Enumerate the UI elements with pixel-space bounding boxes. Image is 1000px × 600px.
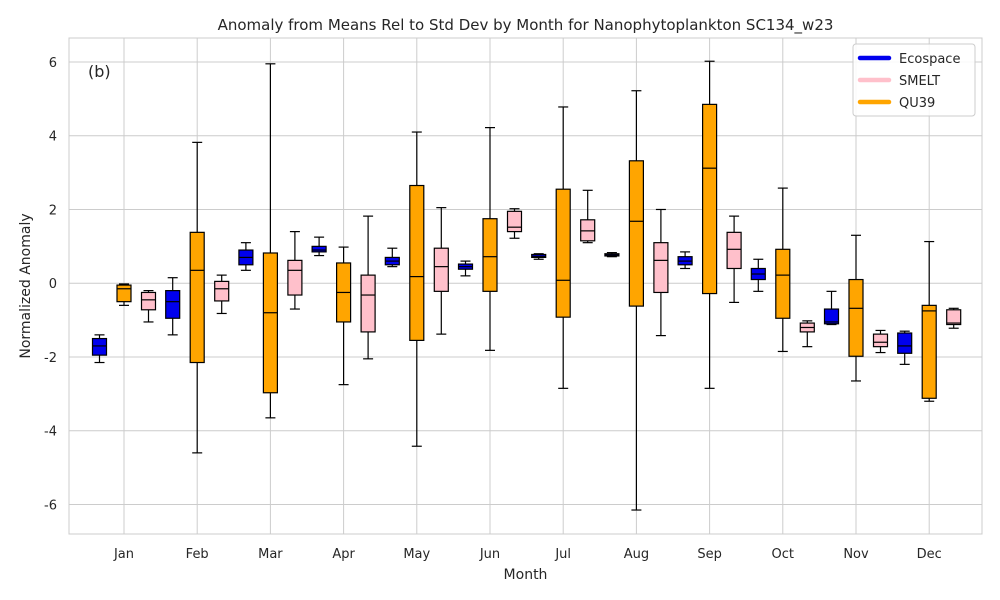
grid (69, 38, 982, 534)
box-smelt-jun (506, 208, 523, 239)
iqr-box (555, 188, 571, 318)
box-smelt-jul (580, 189, 596, 244)
x-tick-label: Oct (772, 547, 794, 562)
box-smelt-sep (726, 215, 742, 304)
iqr-box (262, 252, 278, 394)
iqr-box (165, 290, 181, 319)
legend-label-qu39: QU39 (899, 96, 935, 111)
box-ecospace-nov (823, 290, 840, 326)
box-qu39-may (409, 131, 425, 447)
ticks: -6 -4 -2 0 2 4 6 Jan Feb Mar Apr May Jun Jul Aug Sep Oct… (44, 56, 942, 562)
iqr-box (921, 304, 937, 399)
box-qu39-mar (262, 63, 278, 419)
x-tick-label: Nov (843, 547, 869, 562)
iqr-box (506, 210, 523, 233)
box-ecospace-jan (91, 334, 108, 364)
iqr-box (848, 278, 864, 357)
box-smelt-nov (872, 329, 889, 354)
iqr-box (897, 332, 913, 354)
boxes (91, 60, 962, 511)
box-smelt-may (433, 207, 449, 335)
box-qu39-sep (701, 60, 718, 389)
box-ecospace-jun (457, 260, 474, 277)
iqr-box (287, 259, 303, 296)
box-smelt-apr (360, 215, 376, 360)
iqr-box (360, 274, 376, 333)
legend: Ecospace SMELT QU39 (852, 43, 976, 117)
x-tick-label: Dec (917, 547, 942, 562)
box-qu39-nov (848, 234, 864, 382)
x-tick-label: Jul (554, 547, 571, 562)
y-tick-label: -2 (44, 351, 57, 366)
iqr-box (628, 160, 645, 307)
box-smelt-dec (946, 307, 962, 329)
x-tick-label: May (403, 547, 430, 562)
box-qu39-apr (336, 246, 352, 386)
iqr-box (311, 245, 327, 253)
box-ecospace-feb (165, 277, 181, 336)
iqr-box (653, 242, 669, 294)
iqr-box (214, 280, 230, 302)
plot-frame (68, 37, 983, 535)
iqr-box (140, 291, 157, 311)
x-tick-label: Sep (697, 547, 722, 562)
x-tick-label: Apr (332, 547, 355, 562)
box-ecospace-oct (750, 258, 766, 292)
y-tick-label: 2 (49, 203, 57, 218)
box-qu39-jun (482, 127, 498, 351)
box-smelt-aug (653, 208, 669, 337)
legend-box (852, 43, 976, 117)
iqr-box (701, 103, 718, 295)
y-tick-label: -6 (44, 498, 57, 513)
x-tick-label: Feb (186, 547, 209, 562)
x-tick-label: Jan (113, 547, 134, 562)
y-tick-label: 6 (49, 56, 57, 71)
iqr-box (946, 309, 962, 326)
box-ecospace-may (384, 247, 400, 268)
iqr-box (482, 218, 498, 292)
box-qu39-dec (921, 240, 937, 402)
iqr-box (775, 248, 791, 319)
x-tick-label: Jun (479, 547, 500, 562)
box-qu39-aug (628, 90, 645, 511)
legend-label-smelt: SMELT (899, 74, 940, 89)
box-smelt-feb (214, 274, 230, 315)
iqr-box (872, 333, 889, 348)
box-qu39-jan (116, 283, 132, 306)
y-tick-label: 0 (49, 277, 57, 292)
x-axis-label: Month (504, 567, 548, 583)
box-qu39-feb (189, 141, 205, 454)
box-ecospace-dec (897, 330, 913, 365)
iqr-box (726, 231, 742, 270)
iqr-box (433, 247, 449, 292)
box-ecospace-jul (531, 253, 547, 260)
iqr-box (116, 284, 132, 303)
legend-label-ecospace: Ecospace (899, 52, 960, 67)
box-smelt-oct (799, 320, 815, 348)
iqr-box (823, 308, 840, 325)
box-qu39-jul (555, 106, 571, 389)
box-ecospace-mar (238, 242, 254, 271)
box-smelt-mar (287, 231, 303, 310)
box-qu39-oct (775, 187, 791, 353)
box-smelt-jan (140, 290, 157, 323)
box-ecospace-aug (604, 252, 620, 258)
iqr-box (409, 184, 425, 341)
y-tick-label: 4 (49, 130, 57, 145)
iqr-box (189, 231, 205, 364)
box-ecospace-sep (677, 251, 693, 270)
y-axis-label: Normalized Anomaly (18, 213, 34, 358)
box-ecospace-apr (311, 236, 327, 257)
x-tick-label: Aug (624, 547, 649, 562)
panel-label: (b) (88, 62, 111, 81)
chart-title: Anomaly from Means Rel to Std Dev by Mon… (218, 16, 834, 35)
x-tick-label: Mar (258, 547, 283, 562)
y-tick-label: -4 (44, 425, 57, 440)
iqr-box (91, 337, 108, 356)
